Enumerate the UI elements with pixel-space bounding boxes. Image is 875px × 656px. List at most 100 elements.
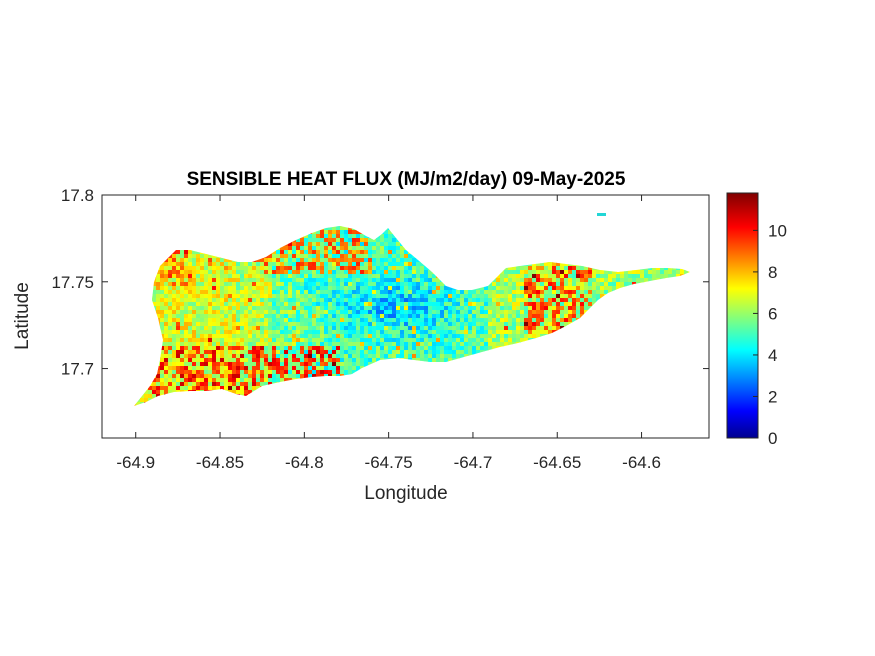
- heatmap-cell: [184, 278, 189, 283]
- heatmap-cell: [276, 294, 281, 299]
- heatmap-cell: [288, 242, 293, 247]
- heatmap-cell: [464, 302, 469, 307]
- heatmap-cell: [196, 294, 201, 299]
- heatmap-cell: [156, 278, 161, 283]
- heatmap-cell: [412, 282, 417, 287]
- heatmap-cell: [232, 326, 237, 331]
- heatmap-cell: [204, 278, 209, 283]
- heatmap-cell: [216, 318, 221, 323]
- heatmap-cell: [296, 318, 301, 323]
- heatmap-cell: [352, 362, 357, 367]
- heatmap-cell: [336, 278, 341, 283]
- heatmap-cell: [212, 286, 217, 291]
- heatmap-cell: [368, 254, 373, 259]
- heatmap-cell: [400, 326, 405, 331]
- heatmap-cell: [244, 278, 249, 283]
- heatmap-cell: [408, 254, 413, 259]
- heatmap-cell: [348, 234, 353, 239]
- heatmap-cell: [512, 278, 517, 283]
- heatmap-cell: [552, 266, 557, 271]
- heatmap-cell: [412, 326, 417, 331]
- heatmap-cell: [368, 278, 373, 283]
- heatmap-cell: [604, 282, 609, 287]
- heatmap-cell: [428, 274, 433, 279]
- heatmap-cell: [400, 250, 405, 255]
- heatmap-cell: [308, 238, 313, 243]
- heatmap-cell: [180, 350, 185, 355]
- heatmap-cell: [328, 274, 333, 279]
- heatmap-cell: [168, 330, 173, 335]
- heatmap-cell: [464, 346, 469, 351]
- heatmap-cell: [356, 338, 361, 343]
- heatmap-cell: [180, 266, 185, 271]
- heatmap-cell: [288, 290, 293, 295]
- heatmap-cell: [404, 278, 409, 283]
- heatmap-cell: [328, 310, 333, 315]
- heatmap-cell: [528, 306, 533, 311]
- heatmap-cell: [376, 318, 381, 323]
- heatmap-cell: [332, 326, 337, 331]
- heatmap-cell: [172, 282, 177, 287]
- heatmap-cell: [472, 290, 477, 295]
- heatmap-cell: [520, 306, 525, 311]
- heatmap-cell: [556, 274, 561, 279]
- heatmap-cell: [348, 314, 353, 319]
- heatmap-cell: [172, 274, 177, 279]
- heatmap-cell: [516, 302, 521, 307]
- heatmap-cell: [580, 286, 585, 291]
- heatmap-cell: [572, 306, 577, 311]
- heatmap-cell: [272, 294, 277, 299]
- heatmap-cell: [212, 338, 217, 343]
- heatmap-cell: [356, 258, 361, 263]
- heatmap-cell: [168, 302, 173, 307]
- heatmap-cell: [380, 266, 385, 271]
- heatmap-cell: [240, 362, 245, 367]
- heatmap-cell: [280, 278, 285, 283]
- heatmap-cell: [264, 330, 269, 335]
- heatmap-cell: [460, 306, 465, 311]
- heatmap-cell: [308, 242, 313, 247]
- heatmap-cell: [340, 290, 345, 295]
- heatmap-cell: [312, 258, 317, 263]
- heatmap-cell: [376, 246, 381, 251]
- heatmap-cell: [352, 282, 357, 287]
- heatmap-cell: [528, 314, 533, 319]
- heatmap-cell: [348, 270, 353, 275]
- heatmap-cell: [184, 326, 189, 331]
- heatmap-cell: [616, 286, 621, 291]
- heatmap-cell: [208, 342, 213, 347]
- heatmap-cell: [552, 262, 557, 267]
- heatmap-cell: [516, 306, 521, 311]
- heatmap-cell: [300, 310, 305, 315]
- heatmap-cell: [168, 254, 173, 259]
- heatmap-cell: [264, 326, 269, 331]
- heatmap-cell: [580, 270, 585, 275]
- heatmap-cell: [308, 290, 313, 295]
- heatmap-cell: [392, 250, 397, 255]
- heatmap-cell: [388, 342, 393, 347]
- heatmap-cell: [344, 338, 349, 343]
- heatmap-cell: [420, 358, 425, 363]
- heatmap-cell: [172, 254, 177, 259]
- heatmap-cell: [312, 330, 317, 335]
- heatmap-cell: [440, 294, 445, 299]
- heatmap-cell: [556, 298, 561, 303]
- heatmap-cell: [352, 338, 357, 343]
- heatmap-cell: [392, 354, 397, 359]
- heatmap-cell: [320, 350, 325, 355]
- heatmap-cell: [540, 330, 545, 335]
- heatmap-cell: [216, 346, 221, 351]
- heatmap-cell: [320, 310, 325, 315]
- heatmap-cell: [428, 342, 433, 347]
- heatmap-cell: [556, 318, 561, 323]
- heatmap-cell: [184, 262, 189, 267]
- heatmap-cell: [396, 322, 401, 327]
- heatmap-cell: [392, 262, 397, 267]
- heatmap-cell: [632, 274, 637, 279]
- heatmap-cell: [268, 286, 273, 291]
- heatmap-cell: [544, 302, 549, 307]
- heatmap-cell: [384, 242, 389, 247]
- heatmap-cell: [372, 242, 377, 247]
- heatmap-cell: [400, 294, 405, 299]
- heatmap-cell: [244, 298, 249, 303]
